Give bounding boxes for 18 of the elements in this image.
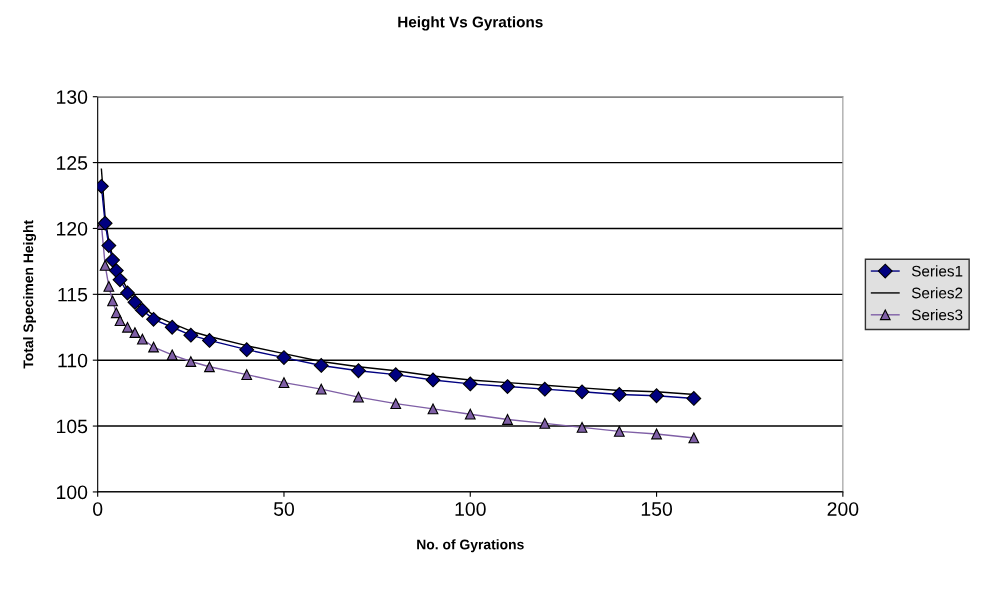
y-tick-label: 100 (57, 485, 88, 500)
y-tick-label: 115 (58, 287, 88, 302)
x-tick-label: 0 (93, 502, 103, 516)
legend-label: Series1 (911, 265, 963, 277)
y-tick-label: 110 (58, 353, 88, 368)
x-tick-label: 200 (827, 502, 859, 516)
legend-label: Series2 (911, 287, 963, 299)
x-axis-title: No. of Gyrations (417, 539, 524, 553)
y-tick-label: 130 (57, 90, 88, 104)
y-tick-label: 125 (57, 156, 88, 170)
x-tick-label: 100 (455, 502, 486, 516)
y-axis-title: Total Specimen Height (23, 220, 37, 369)
x-tick-label: 150 (641, 502, 673, 516)
y-tick-label: 120 (57, 221, 88, 236)
legend-label: Series3 (911, 309, 963, 321)
y-tick-label: 105 (57, 419, 88, 434)
chart-title: Height Vs Gyrations (398, 16, 543, 31)
x-tick-label: 50 (273, 502, 295, 516)
